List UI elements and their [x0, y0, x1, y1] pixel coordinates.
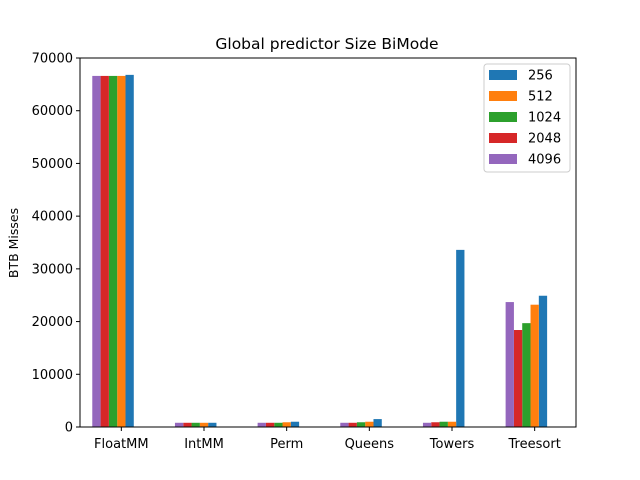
- y-tick-label: 40000: [32, 210, 73, 225]
- bar-perm-1024: [274, 422, 283, 427]
- chart-title: Global predictor Size BiMode: [215, 35, 438, 53]
- y-axis: 0 10000 20000 30000 40000 50000 60000 70000: [32, 52, 80, 436]
- y-tick-label: 20000: [32, 315, 73, 330]
- bar-treesort-4096: [505, 302, 514, 427]
- legend-label-512: 512: [528, 90, 553, 105]
- bars-group: [92, 74, 548, 428]
- bar-treesort-1024: [522, 323, 531, 427]
- x-tick-label: IntMM: [184, 437, 224, 452]
- legend-label-256: 256: [528, 69, 553, 84]
- bar-floatmm-2048: [100, 75, 109, 428]
- bar-towers-2048: [431, 422, 440, 427]
- bar-perm-512: [282, 422, 291, 427]
- bar-floatmm-1024: [108, 75, 118, 428]
- bar-intmm-2048: [183, 422, 192, 427]
- legend-swatch-256: [489, 70, 517, 80]
- bar-towers-512: [447, 421, 457, 427]
- bar-queens-2048: [348, 422, 357, 427]
- bar-treesort-512: [530, 304, 539, 427]
- bar-queens-4096: [340, 422, 349, 427]
- bar-towers-256: [456, 249, 465, 427]
- bar-queens-1024: [356, 422, 366, 427]
- bar-intmm-512: [199, 422, 209, 427]
- y-tick-label: 70000: [32, 52, 73, 67]
- bar-floatmm-256: [125, 74, 134, 428]
- bar-perm-4096: [257, 422, 266, 427]
- y-tick-label: 0: [65, 421, 73, 436]
- bar-treesort-256: [538, 295, 548, 427]
- legend-swatch-2048: [489, 133, 517, 143]
- x-axis: FloatMM IntMM Perm Queens Towers Treesort: [94, 427, 561, 452]
- bar-floatmm-4096: [92, 75, 101, 428]
- bar-treesort-2048: [513, 330, 523, 427]
- bar-floatmm-512: [117, 75, 126, 428]
- x-tick-label: Perm: [270, 437, 303, 452]
- bar-intmm-4096: [174, 422, 184, 427]
- x-tick-label: Queens: [345, 437, 395, 452]
- x-tick-label: Treesort: [508, 437, 561, 452]
- x-tick-label: Towers: [429, 437, 475, 452]
- y-tick-label: 50000: [32, 157, 73, 172]
- y-axis-label: BTB Misses: [6, 208, 21, 278]
- bar-intmm-1024: [191, 422, 200, 427]
- legend-swatch-4096: [489, 154, 517, 164]
- bar-queens-512: [365, 421, 374, 427]
- bar-towers-4096: [422, 422, 432, 427]
- bar-towers-1024: [439, 421, 448, 427]
- legend-swatch-1024: [489, 112, 517, 122]
- y-tick-label: 10000: [32, 368, 73, 383]
- plot-frame: [79, 57, 577, 428]
- legend-swatch-512: [489, 91, 517, 101]
- bar-perm-256: [290, 421, 300, 427]
- bar-queens-256: [373, 419, 382, 427]
- legend-label-1024: 1024: [528, 111, 561, 126]
- x-tick-label: FloatMM: [94, 437, 149, 452]
- legend-label-4096: 4096: [528, 153, 561, 168]
- legend-label-2048: 2048: [528, 132, 561, 147]
- y-tick-label: 30000: [32, 262, 73, 277]
- y-tick-label: 60000: [32, 104, 73, 119]
- legend: 256 512 1024 2048 4096: [483, 63, 571, 173]
- bar-intmm-256: [208, 422, 217, 427]
- bar-perm-2048: [265, 422, 275, 427]
